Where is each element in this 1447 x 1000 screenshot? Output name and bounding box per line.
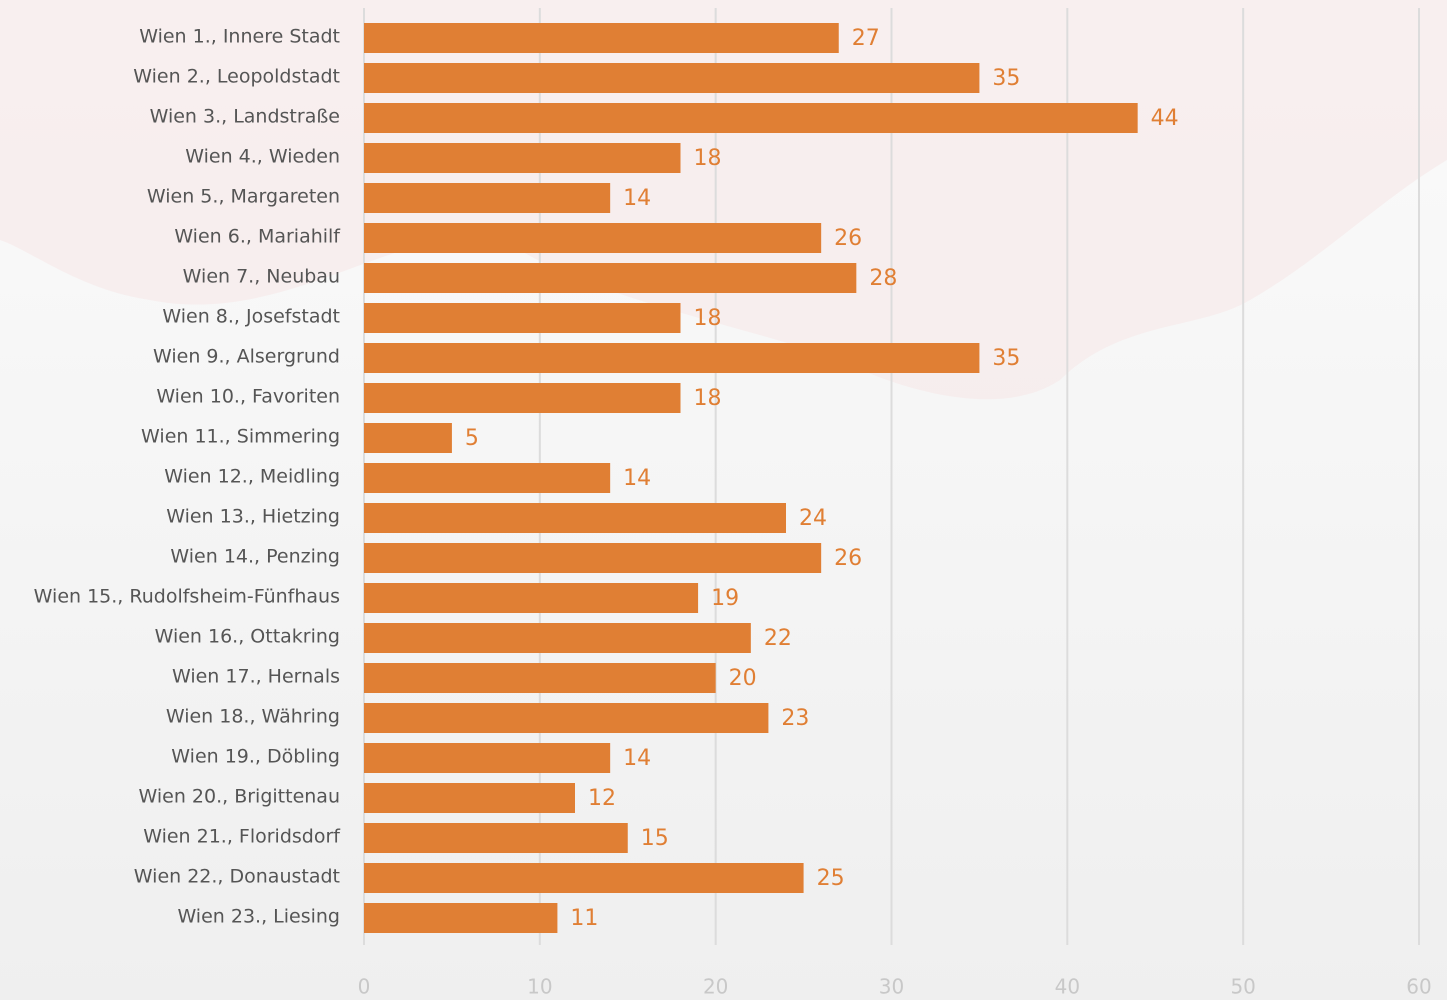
bar xyxy=(364,463,611,493)
value-label: 14 xyxy=(623,746,651,771)
category-label: Wien 12., Meidling xyxy=(164,466,340,488)
value-label: 44 xyxy=(1151,106,1179,131)
category-label: Wien 11., Simmering xyxy=(141,426,340,448)
x-tick-label: 30 xyxy=(879,975,904,999)
category-label: Wien 7., Neubau xyxy=(183,266,340,288)
value-label: 18 xyxy=(694,146,722,171)
category-label: Wien 10., Favoriten xyxy=(156,386,340,408)
value-label: 19 xyxy=(711,586,739,611)
category-label: Wien 9., Alsergrund xyxy=(153,346,340,368)
value-label: 14 xyxy=(623,466,651,491)
category-label: Wien 19., Döbling xyxy=(171,746,340,768)
category-label: Wien 17., Hernals xyxy=(172,666,340,688)
value-label: 26 xyxy=(834,226,862,251)
bar xyxy=(364,583,699,613)
bar xyxy=(364,263,857,293)
bar xyxy=(364,183,611,213)
value-label: 11 xyxy=(570,906,598,931)
bar xyxy=(364,783,575,813)
x-tick-label: 0 xyxy=(358,975,371,999)
bar xyxy=(364,103,1138,133)
bar xyxy=(364,863,804,893)
category-label: Wien 8., Josefstadt xyxy=(162,306,340,328)
value-label: 27 xyxy=(852,26,880,51)
category-label: Wien 15., Rudolfsheim-Fünfhaus xyxy=(34,586,340,608)
bar xyxy=(364,63,980,93)
category-label: Wien 20., Brigittenau xyxy=(139,786,341,808)
x-tick-label: 50 xyxy=(1230,975,1255,999)
category-label: Wien 18., Währing xyxy=(166,706,340,728)
bar xyxy=(364,543,822,573)
x-tick-label: 40 xyxy=(1055,975,1080,999)
value-label: 15 xyxy=(641,826,669,851)
bar xyxy=(364,423,452,453)
category-label: Wien 4., Wieden xyxy=(185,146,340,168)
bar xyxy=(364,903,558,933)
category-label: Wien 5., Margareten xyxy=(147,186,340,208)
category-label: Wien 14., Penzing xyxy=(170,546,340,568)
x-tick-label: 10 xyxy=(527,975,552,999)
value-label: 18 xyxy=(694,386,722,411)
category-label: Wien 3., Landstraße xyxy=(150,106,340,128)
value-label: 5 xyxy=(465,426,479,451)
category-label: Wien 22., Donaustadt xyxy=(134,866,340,888)
bar xyxy=(364,743,611,773)
category-label: Wien 6., Mariahilf xyxy=(174,226,341,248)
bar xyxy=(364,703,769,733)
bar xyxy=(364,223,822,253)
category-label: Wien 1., Innere Stadt xyxy=(139,26,340,48)
value-label: 23 xyxy=(781,706,809,731)
bar xyxy=(364,823,628,853)
bar xyxy=(364,343,980,373)
value-label: 35 xyxy=(992,346,1020,371)
value-label: 35 xyxy=(992,66,1020,91)
bar xyxy=(364,623,751,653)
value-label: 25 xyxy=(817,866,845,891)
map-shape xyxy=(0,0,1447,400)
category-label: Wien 21., Floridsdorf xyxy=(143,826,341,848)
category-label: Wien 16., Ottakring xyxy=(155,626,340,648)
value-label: 24 xyxy=(799,506,827,531)
bar xyxy=(364,23,839,53)
value-label: 18 xyxy=(694,306,722,331)
bar xyxy=(364,503,786,533)
value-label: 20 xyxy=(729,666,757,691)
x-tick-label: 60 xyxy=(1406,975,1431,999)
value-label: 28 xyxy=(869,266,897,291)
value-label: 22 xyxy=(764,626,792,651)
category-label: Wien 2., Leopoldstadt xyxy=(133,66,340,88)
value-label: 26 xyxy=(834,546,862,571)
category-label: Wien 13., Hietzing xyxy=(166,506,340,528)
bar xyxy=(364,143,681,173)
x-tick-label: 20 xyxy=(703,975,728,999)
bar xyxy=(364,303,681,333)
category-label: Wien 23., Liesing xyxy=(177,906,340,928)
bar xyxy=(364,663,716,693)
bar xyxy=(364,383,681,413)
value-label: 14 xyxy=(623,186,651,211)
value-label: 12 xyxy=(588,786,616,811)
